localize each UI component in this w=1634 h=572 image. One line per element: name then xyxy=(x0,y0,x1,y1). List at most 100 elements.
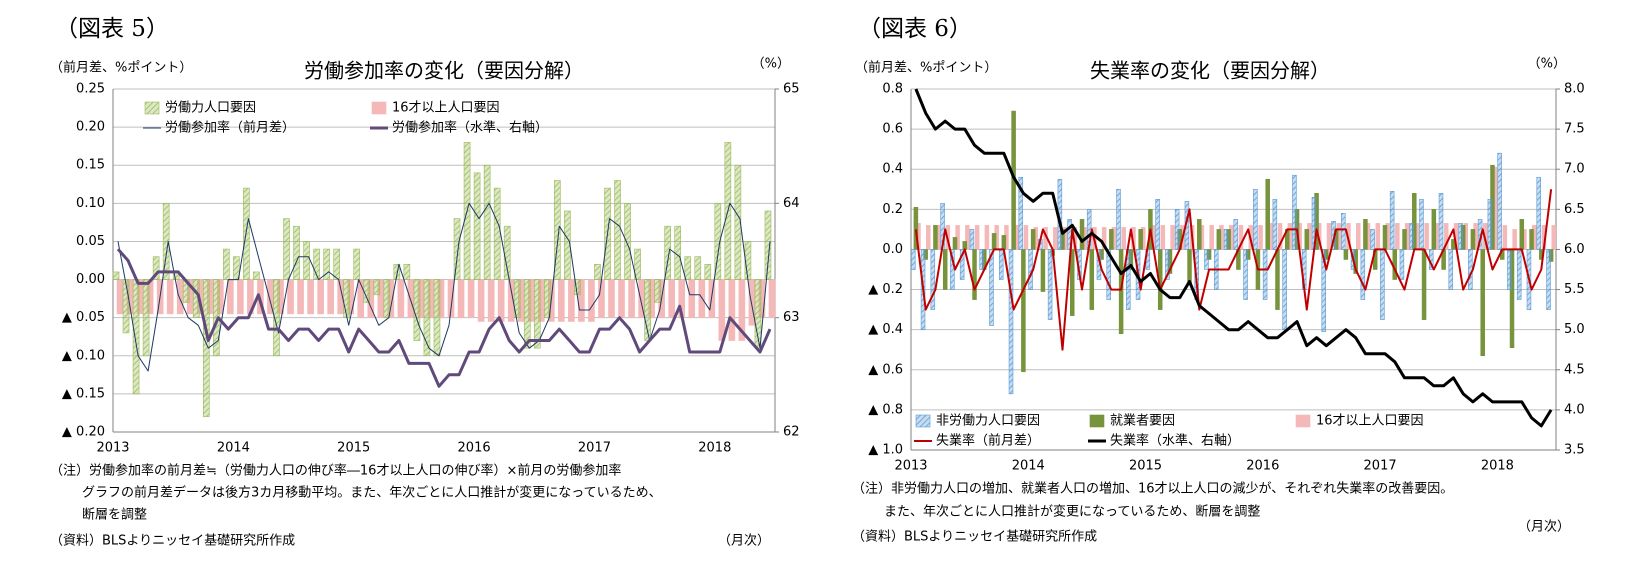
bar xyxy=(598,279,605,318)
bar xyxy=(1272,199,1278,250)
y-tick-label: 0.00 xyxy=(76,272,105,287)
bar xyxy=(998,249,1004,280)
bar xyxy=(513,279,521,318)
bar xyxy=(1079,219,1085,250)
y-tick-label: ▲ 0.4 xyxy=(868,322,903,337)
y-tick-label: 0.20 xyxy=(76,120,105,135)
bar xyxy=(297,279,304,315)
bar xyxy=(1209,225,1214,250)
bar xyxy=(1382,225,1388,250)
bar xyxy=(1507,249,1512,290)
bar xyxy=(457,279,465,318)
legend-swatch xyxy=(144,101,160,115)
y2-tick-label: 4.5 xyxy=(1564,362,1585,377)
bar xyxy=(1223,229,1229,250)
bar xyxy=(1421,249,1427,320)
bar xyxy=(116,279,124,315)
y2-tick-label: 63 xyxy=(783,310,800,325)
bar xyxy=(1326,223,1332,250)
bar xyxy=(373,279,381,296)
figure-label: （図表 6） xyxy=(858,16,972,42)
bar xyxy=(1356,223,1361,250)
bar xyxy=(1409,223,1414,250)
bar xyxy=(1028,249,1033,290)
legend-label: 労働参加率（前月差） xyxy=(165,120,295,136)
bar xyxy=(423,279,431,357)
legend-label: 16才以上人口要因 xyxy=(392,101,500,116)
line xyxy=(914,88,1553,428)
bar xyxy=(1187,249,1192,284)
bar xyxy=(1138,229,1143,250)
bar xyxy=(1443,223,1449,250)
bar xyxy=(704,264,712,280)
y-tick-label: ▲ 0.2 xyxy=(868,282,903,297)
note: （注）非労働力人口の増加、就業者人口の増加、16才以上人口の減少が、それぞれ失業… xyxy=(852,481,1453,497)
bar xyxy=(1343,249,1349,260)
y2-tick-label: 5.5 xyxy=(1564,282,1585,297)
y2-tick-label: 6.0 xyxy=(1564,242,1585,257)
bar xyxy=(237,279,244,315)
bar xyxy=(1438,192,1444,250)
bar xyxy=(624,203,631,280)
x-tick-label: 2013 xyxy=(894,459,927,474)
bar xyxy=(1008,249,1014,395)
line xyxy=(914,189,1553,351)
bar xyxy=(162,203,170,280)
bar xyxy=(1487,199,1493,250)
bar xyxy=(594,264,601,280)
bar xyxy=(313,248,320,280)
bar xyxy=(1170,225,1175,250)
bar xyxy=(1375,223,1381,250)
bar xyxy=(343,279,351,318)
bar xyxy=(202,279,210,418)
bar xyxy=(487,279,495,322)
bar xyxy=(1243,249,1248,300)
y2-tick-label: 5.0 xyxy=(1564,322,1585,337)
bar xyxy=(1121,227,1126,250)
y-tick-label: ▲ 0.10 xyxy=(62,348,105,363)
y-tick-label: ▲ 0.6 xyxy=(868,362,903,377)
legend-label: 失業率（水準、右軸） xyxy=(1110,433,1240,449)
bar xyxy=(1341,213,1346,250)
bar xyxy=(728,279,736,341)
bar xyxy=(764,210,772,280)
bar xyxy=(969,229,975,250)
bar xyxy=(1174,209,1180,250)
bar xyxy=(1021,249,1026,373)
bar xyxy=(962,241,968,250)
y2-axis-label: （%） xyxy=(752,57,790,72)
bar xyxy=(1292,174,1297,250)
bar xyxy=(323,248,330,280)
bar xyxy=(533,279,541,349)
bar xyxy=(317,279,324,315)
y-tick-label: 0.6 xyxy=(882,122,903,137)
bar xyxy=(1399,249,1405,280)
bar xyxy=(1536,176,1541,250)
note: グラフの前月差データは後方3カ月移動平均。また、年次ごとに人口推計が変更になって… xyxy=(82,485,662,501)
bar xyxy=(1001,235,1007,250)
bar xyxy=(1265,178,1270,250)
bar xyxy=(273,279,280,357)
bar xyxy=(1519,219,1525,250)
bar xyxy=(1431,209,1437,250)
bar xyxy=(1419,199,1424,250)
bar xyxy=(1277,223,1283,250)
bar xyxy=(952,237,958,250)
bar xyxy=(497,279,505,322)
bar xyxy=(1448,249,1454,290)
y-tick-label: ▲ 0.8 xyxy=(868,402,903,417)
bar xyxy=(634,248,641,280)
bar xyxy=(327,279,334,315)
figure-label: （図表 5） xyxy=(55,16,169,42)
bar xyxy=(544,279,551,318)
y2-tick-label: 4.0 xyxy=(1564,402,1585,417)
bar xyxy=(142,279,150,357)
bar xyxy=(413,279,421,341)
y2-axis-label: （%） xyxy=(1528,57,1566,72)
y2-tick-label: 65 xyxy=(783,82,800,97)
note: （資料）BLSよりニッセイ基礎研究所作成 xyxy=(50,534,295,549)
bar xyxy=(283,218,290,280)
x-tick-label: 2015 xyxy=(337,441,370,456)
bar xyxy=(1165,249,1170,280)
